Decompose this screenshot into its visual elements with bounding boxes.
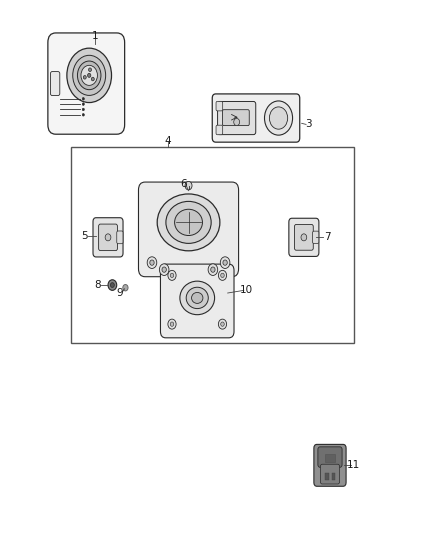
Circle shape xyxy=(81,66,97,85)
Circle shape xyxy=(168,270,176,280)
Circle shape xyxy=(147,257,157,269)
Circle shape xyxy=(110,282,114,287)
Circle shape xyxy=(78,61,101,90)
Circle shape xyxy=(105,234,111,241)
Text: 1: 1 xyxy=(92,31,98,41)
Circle shape xyxy=(150,260,154,265)
Circle shape xyxy=(301,234,307,241)
Circle shape xyxy=(168,319,176,329)
Ellipse shape xyxy=(180,281,215,314)
Bar xyxy=(332,473,335,480)
Circle shape xyxy=(208,264,218,276)
Circle shape xyxy=(88,74,91,77)
Circle shape xyxy=(162,267,166,272)
Circle shape xyxy=(170,273,174,278)
Circle shape xyxy=(92,77,94,81)
FancyBboxPatch shape xyxy=(314,445,346,486)
Circle shape xyxy=(159,264,169,276)
Text: 9: 9 xyxy=(117,288,123,298)
Circle shape xyxy=(223,260,227,265)
Ellipse shape xyxy=(175,209,202,236)
Circle shape xyxy=(265,101,293,135)
Text: 10: 10 xyxy=(240,285,254,295)
Circle shape xyxy=(234,118,240,126)
FancyBboxPatch shape xyxy=(138,182,239,277)
Text: 3: 3 xyxy=(305,119,312,130)
FancyBboxPatch shape xyxy=(99,224,117,251)
FancyBboxPatch shape xyxy=(50,71,60,95)
Bar xyxy=(325,473,328,480)
Ellipse shape xyxy=(186,287,208,309)
FancyBboxPatch shape xyxy=(223,110,249,126)
Circle shape xyxy=(211,267,215,272)
FancyBboxPatch shape xyxy=(313,231,319,244)
Text: 6: 6 xyxy=(180,179,187,189)
Circle shape xyxy=(108,280,117,290)
FancyBboxPatch shape xyxy=(216,101,223,111)
Circle shape xyxy=(221,273,224,278)
FancyBboxPatch shape xyxy=(160,264,234,338)
FancyBboxPatch shape xyxy=(294,224,313,250)
FancyBboxPatch shape xyxy=(117,231,123,244)
Text: 5: 5 xyxy=(81,231,88,241)
Circle shape xyxy=(170,322,174,326)
Circle shape xyxy=(220,257,230,269)
FancyBboxPatch shape xyxy=(216,125,223,135)
Circle shape xyxy=(73,55,106,95)
FancyBboxPatch shape xyxy=(318,447,342,467)
FancyBboxPatch shape xyxy=(48,33,125,134)
Bar xyxy=(71,147,354,343)
Ellipse shape xyxy=(191,293,203,303)
Circle shape xyxy=(219,319,226,329)
Bar xyxy=(325,454,335,462)
Circle shape xyxy=(82,103,85,106)
Text: 7: 7 xyxy=(324,232,330,243)
FancyBboxPatch shape xyxy=(212,94,300,142)
Circle shape xyxy=(82,98,85,100)
FancyBboxPatch shape xyxy=(289,218,319,256)
Circle shape xyxy=(221,322,224,326)
Circle shape xyxy=(67,48,112,102)
Circle shape xyxy=(185,181,192,190)
Circle shape xyxy=(269,107,288,129)
Circle shape xyxy=(123,285,128,291)
Circle shape xyxy=(82,114,85,116)
FancyBboxPatch shape xyxy=(321,464,339,484)
Circle shape xyxy=(82,108,85,111)
FancyBboxPatch shape xyxy=(93,217,123,257)
Circle shape xyxy=(219,270,226,280)
Text: 11: 11 xyxy=(347,461,360,470)
Circle shape xyxy=(83,76,86,79)
Text: 8: 8 xyxy=(95,280,101,290)
Ellipse shape xyxy=(157,194,220,251)
Text: 4: 4 xyxy=(164,136,171,146)
FancyBboxPatch shape xyxy=(218,101,256,135)
Circle shape xyxy=(88,68,92,71)
Ellipse shape xyxy=(166,201,211,244)
